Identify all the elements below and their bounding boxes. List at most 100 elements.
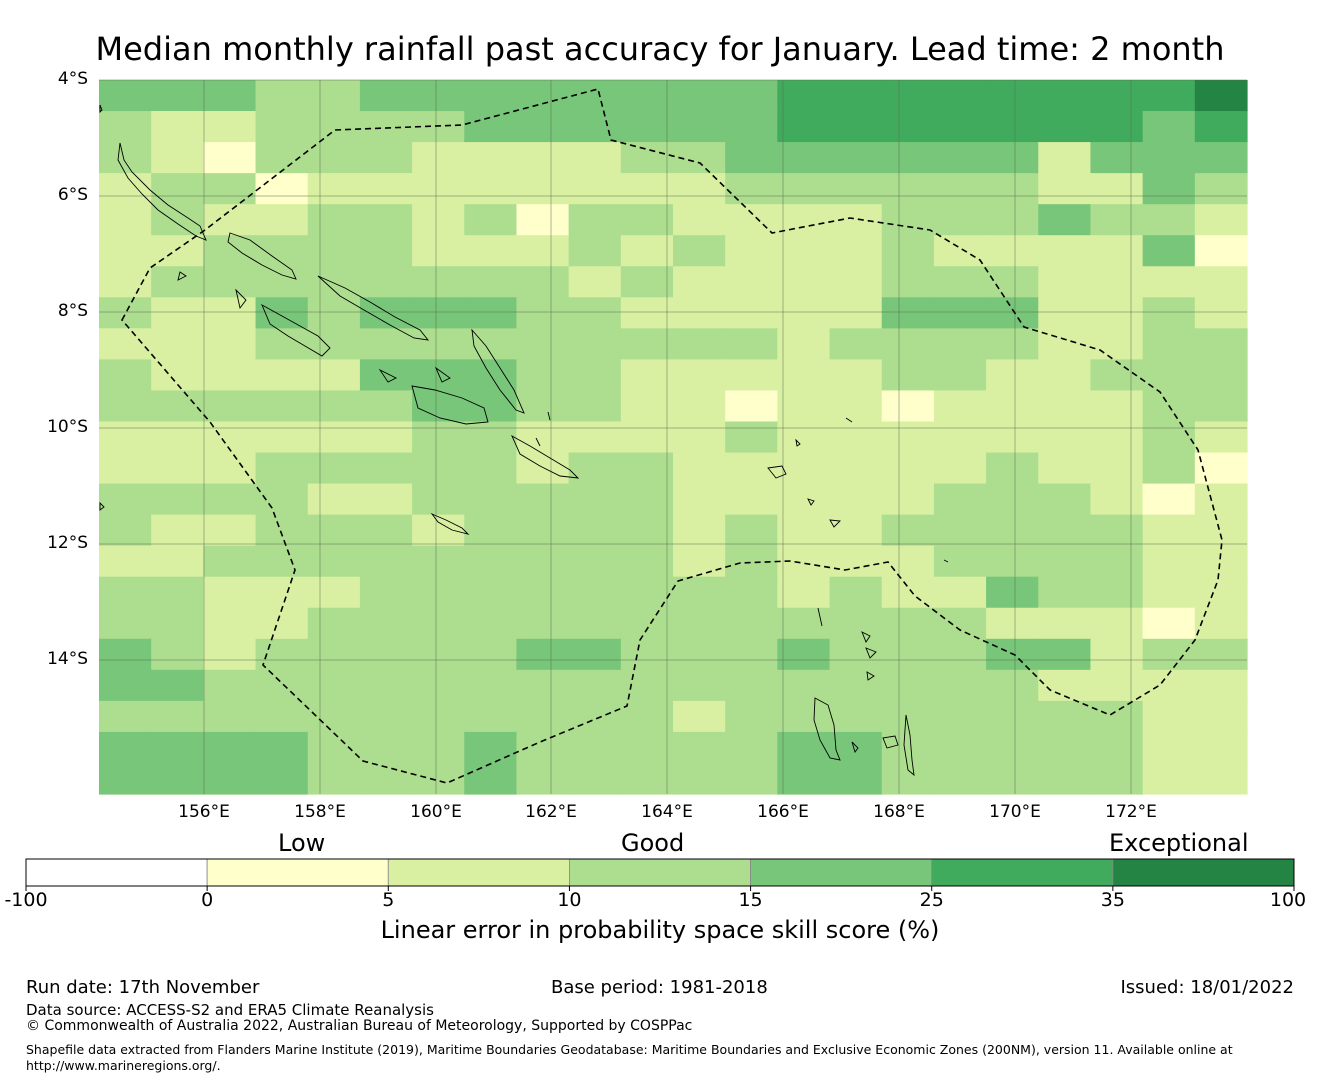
grid-cell <box>203 328 257 360</box>
grid-cell <box>464 390 518 423</box>
grid-cell <box>568 390 622 423</box>
grid-cell <box>412 328 465 360</box>
grid-cell <box>1038 576 1092 609</box>
grid-cell <box>255 111 309 143</box>
grid-cell <box>1194 607 1248 640</box>
grid-cell <box>673 173 726 205</box>
grid-cell <box>151 669 204 702</box>
grid-cell <box>412 142 465 174</box>
grid-cell <box>1194 483 1248 516</box>
grid-cell <box>203 390 257 423</box>
grid-cell <box>881 669 935 702</box>
grid-cell <box>881 545 935 578</box>
grid-cell <box>464 731 518 764</box>
lat-tick-label: 14°S <box>47 649 88 669</box>
grid-cell <box>1038 452 1092 485</box>
grid-cell <box>516 514 570 547</box>
grid-cell <box>307 638 361 671</box>
grid-cell <box>99 452 152 485</box>
grid-cell <box>1142 111 1196 143</box>
grid-cell <box>620 111 674 143</box>
grid-cell <box>151 173 204 205</box>
category-low: Low <box>278 829 326 857</box>
grid-cell <box>1194 514 1248 547</box>
grid-cell <box>255 731 309 764</box>
grid-cell <box>568 235 622 267</box>
grid-cell <box>1090 700 1144 733</box>
grid-cell <box>151 545 204 578</box>
grid-cell <box>203 142 257 174</box>
grid-cell <box>203 266 257 298</box>
grid-cell <box>881 235 935 267</box>
base-period: Base period: 1981-2018 <box>551 977 768 998</box>
island-ambae <box>851 741 859 753</box>
grid-cell <box>1142 297 1196 329</box>
grid-cell <box>777 638 831 671</box>
grid-cell <box>516 762 570 795</box>
grid-cell <box>933 204 987 236</box>
grid-cell <box>412 762 465 795</box>
grid-cell <box>203 545 257 578</box>
grid-cell <box>986 204 1039 236</box>
grid-cell <box>829 204 883 236</box>
grid-cell <box>1194 111 1248 143</box>
grid-cell <box>829 638 883 671</box>
grid-cell <box>568 607 622 640</box>
grid-cell <box>151 297 204 329</box>
grid-cell <box>986 80 1039 112</box>
grid-cell <box>203 483 257 516</box>
grid-cell <box>1038 204 1092 236</box>
grid-cell <box>829 762 883 795</box>
grid-cell <box>203 235 257 267</box>
grid-cell <box>1038 111 1092 143</box>
grid-cell <box>1090 297 1144 329</box>
grid-cell <box>1194 638 1248 671</box>
grid-cell <box>933 359 987 392</box>
grid-cell <box>829 452 883 485</box>
grid-cell <box>255 266 309 298</box>
grid-cell <box>1090 390 1144 423</box>
grid-cell <box>933 142 987 174</box>
grid-cell <box>881 762 935 795</box>
grid-cell <box>1142 173 1196 205</box>
grid-cell <box>151 204 204 236</box>
grid-cell <box>359 514 413 547</box>
island-maewo <box>861 631 877 681</box>
grid-cell <box>412 421 465 454</box>
grid-cell <box>359 235 413 267</box>
grid-cell <box>359 452 413 485</box>
grid-cell <box>1038 483 1092 516</box>
grid-cell <box>99 576 152 609</box>
grid-cell <box>829 545 883 578</box>
grid-cell <box>1038 514 1092 547</box>
grid-cell <box>1090 111 1144 143</box>
grid-cell <box>986 142 1039 174</box>
grid-cell <box>673 204 726 236</box>
grid-cell <box>725 669 778 702</box>
grid-cell <box>777 235 831 267</box>
grid-cell <box>777 173 831 205</box>
grid-cell <box>1194 669 1248 702</box>
grid-cell <box>673 390 726 423</box>
grid-cell <box>1090 452 1144 485</box>
grid-cell <box>1194 173 1248 205</box>
grid-cell <box>777 731 831 764</box>
grid-cell <box>568 452 622 485</box>
grid-cell <box>203 700 257 733</box>
grid-cell <box>725 638 778 671</box>
grid-cell <box>881 297 935 329</box>
issued-date: Issued: 18/01/2022 <box>1120 977 1294 998</box>
grid-cell <box>829 576 883 609</box>
grid-cell <box>1038 359 1092 392</box>
grid-cell <box>1194 359 1248 392</box>
grid-cell <box>255 235 309 267</box>
grid-cell <box>1090 669 1144 702</box>
grid-cell <box>359 700 413 733</box>
island-makira <box>511 434 580 479</box>
island-choiseul <box>227 232 297 280</box>
grid-cell <box>464 700 518 733</box>
colorbar-tick-label: 35 <box>1100 889 1125 911</box>
grid-cell <box>725 359 778 392</box>
grid-cell <box>1142 669 1196 702</box>
grid-cell <box>464 328 518 360</box>
